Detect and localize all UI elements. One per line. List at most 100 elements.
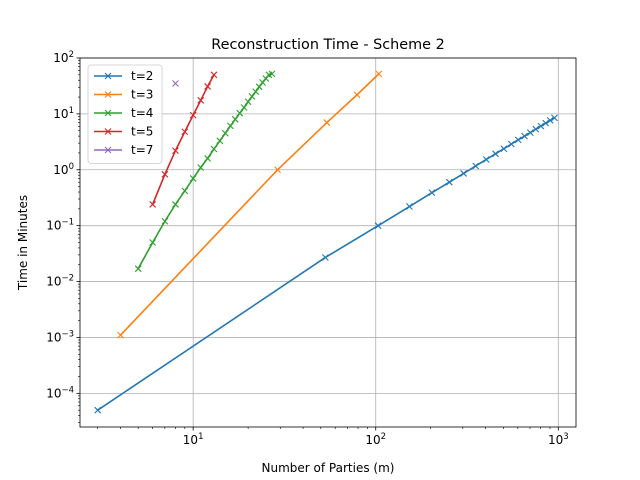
legend-item: t=2 (94, 69, 153, 83)
data-point (189, 175, 197, 182)
legend-item: t=5 (94, 125, 153, 139)
x-tick-exponent: 1 (198, 432, 203, 442)
y-tick-label: 10−1 (46, 218, 74, 233)
data-point (268, 70, 276, 78)
data-point (514, 136, 522, 144)
data-point (526, 129, 534, 136)
series-t=4 (134, 70, 276, 273)
data-point (521, 132, 528, 140)
data-point (231, 115, 239, 123)
legend-box (87, 64, 163, 164)
x-tick-label: 103 (548, 432, 569, 447)
y-tick-exponent: −4 (61, 385, 74, 395)
data-point (460, 170, 468, 177)
data-point (94, 406, 102, 414)
y-tick-exponent: 0 (69, 162, 74, 172)
x-tick-base: 10 (183, 433, 198, 447)
series-t=2 (94, 114, 558, 414)
data-point (236, 109, 244, 117)
y-tick-exponent: 2 (69, 50, 74, 60)
y-tick-exponent: −3 (61, 329, 74, 339)
legend-marker (104, 72, 112, 80)
y-tick-label: 10−2 (46, 274, 74, 289)
data-point (532, 125, 540, 133)
data-point (181, 187, 189, 195)
data-point (221, 129, 229, 137)
data-point (204, 154, 212, 162)
x-tick-base: 10 (548, 433, 563, 447)
legend-marker (104, 146, 112, 154)
legend-label: t=2 (131, 69, 153, 83)
data-point (546, 117, 554, 124)
y-tick-label: 100 (53, 162, 74, 177)
data-point (216, 137, 224, 145)
data-point (117, 331, 124, 339)
y-tick-base: 10 (46, 330, 61, 344)
data-point (161, 217, 169, 225)
y-tick-label: 101 (53, 106, 74, 121)
data-point (374, 222, 382, 230)
chart-title: Reconstruction Time - Scheme 2 (211, 37, 444, 53)
data-point (492, 150, 499, 158)
legend-marker (104, 109, 112, 117)
y-tick-exponent: −2 (61, 274, 74, 284)
y-tick-base: 10 (53, 107, 68, 121)
y-tick-base: 10 (53, 51, 68, 65)
data-point (542, 119, 550, 127)
data-point (507, 140, 515, 148)
data-point (445, 178, 453, 186)
data-point (323, 119, 331, 126)
series-line (151, 74, 215, 205)
data-point (134, 265, 142, 273)
legend-marker (104, 128, 112, 135)
legend-label: t=5 (131, 125, 153, 139)
data-point (172, 147, 179, 155)
y-tick-base: 10 (46, 219, 61, 233)
data-point (172, 201, 179, 208)
legend-label: t=4 (131, 106, 153, 120)
x-tick-exponent: 3 (563, 432, 568, 442)
data-point (197, 96, 205, 104)
data-point (551, 114, 558, 122)
series-t=7 (172, 80, 179, 87)
legend-label: t=3 (131, 88, 153, 102)
data-point (255, 83, 263, 91)
data-point (472, 162, 480, 170)
data-point (181, 128, 189, 136)
series-t=3 (117, 70, 383, 339)
y-tick-base: 10 (46, 386, 61, 400)
y-tick-exponent: −1 (61, 218, 74, 228)
data-point (375, 70, 383, 78)
data-point (204, 83, 212, 90)
data-point (210, 145, 218, 153)
plot-area (94, 70, 558, 414)
legend-label: t=7 (131, 143, 153, 157)
y-tick-base: 10 (46, 275, 61, 289)
x-tick-label: 102 (365, 432, 386, 447)
x-tick-label: 101 (183, 432, 204, 447)
y-tick-base: 10 (53, 163, 68, 177)
y-tick-label: 10−3 (46, 329, 74, 344)
y-tick-label: 102 (53, 50, 74, 65)
data-point (149, 239, 157, 246)
legend-item: t=4 (94, 106, 153, 120)
legend-item: t=7 (94, 143, 153, 157)
data-point (252, 88, 260, 96)
data-point (227, 122, 234, 130)
data-point (406, 203, 413, 210)
data-point (248, 93, 256, 100)
data-point (210, 71, 218, 79)
y-tick-label: 10−4 (46, 385, 74, 400)
data-point (172, 80, 179, 87)
data-point (197, 164, 205, 171)
y-axis-title: Time in Minutes (16, 195, 30, 291)
data-point (149, 201, 157, 208)
data-point (500, 145, 508, 153)
legend-item: t=3 (94, 88, 153, 102)
data-point (428, 189, 436, 197)
series-t=5 (149, 71, 218, 208)
x-axis-title: Number of Parties (m) (262, 461, 395, 475)
data-point (322, 254, 329, 261)
